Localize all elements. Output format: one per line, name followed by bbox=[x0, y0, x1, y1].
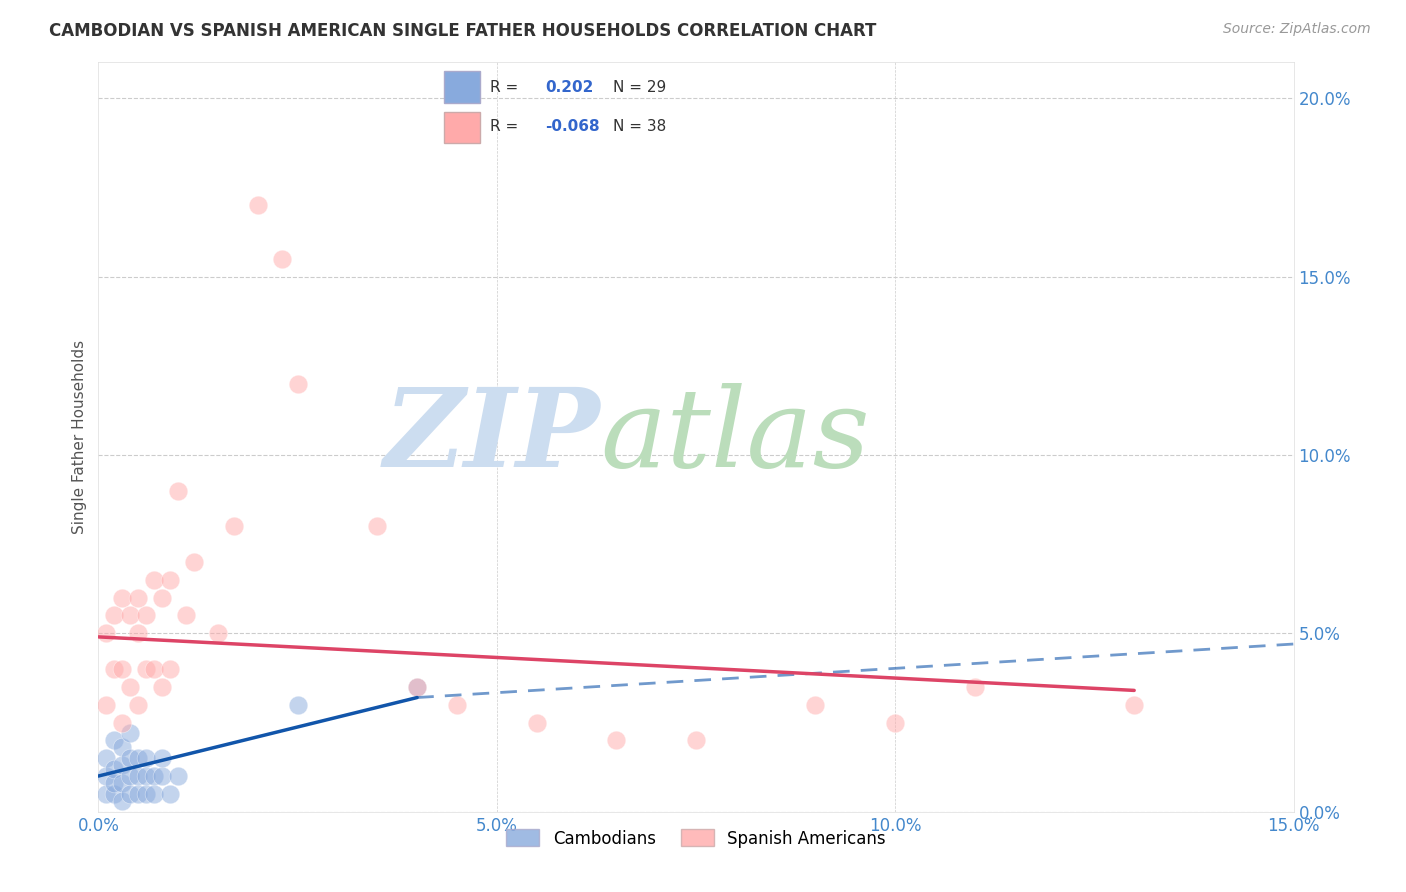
Point bbox=[135, 751, 157, 765]
Point bbox=[120, 608, 142, 623]
Point bbox=[103, 762, 125, 776]
Point bbox=[96, 751, 118, 765]
Point bbox=[127, 751, 149, 765]
Point bbox=[884, 715, 907, 730]
Point bbox=[103, 733, 125, 747]
Point bbox=[270, 252, 292, 266]
Point bbox=[96, 626, 118, 640]
Point bbox=[174, 608, 197, 623]
Point bbox=[120, 751, 142, 765]
Point bbox=[150, 751, 173, 765]
Point bbox=[150, 769, 173, 783]
Point bbox=[111, 715, 134, 730]
Point bbox=[135, 787, 157, 801]
Point bbox=[120, 726, 142, 740]
Point bbox=[246, 198, 269, 212]
Point bbox=[143, 787, 166, 801]
Point bbox=[143, 573, 166, 587]
Point bbox=[605, 733, 627, 747]
FancyBboxPatch shape bbox=[444, 112, 479, 143]
Point bbox=[127, 626, 149, 640]
Point bbox=[406, 680, 429, 694]
Point bbox=[183, 555, 205, 569]
Point bbox=[127, 698, 149, 712]
Point bbox=[96, 698, 118, 712]
FancyBboxPatch shape bbox=[444, 71, 479, 103]
Point bbox=[159, 573, 181, 587]
Point bbox=[111, 758, 134, 772]
Point bbox=[111, 591, 134, 605]
Point bbox=[366, 519, 388, 533]
Point bbox=[103, 662, 125, 676]
Point bbox=[111, 776, 134, 790]
Text: N = 38: N = 38 bbox=[613, 120, 666, 134]
Point bbox=[120, 787, 142, 801]
Text: R =: R = bbox=[491, 80, 519, 95]
Text: Source: ZipAtlas.com: Source: ZipAtlas.com bbox=[1223, 22, 1371, 37]
Point bbox=[167, 483, 190, 498]
Point bbox=[120, 769, 142, 783]
Point bbox=[150, 591, 173, 605]
Point bbox=[143, 662, 166, 676]
Point bbox=[685, 733, 707, 747]
Point bbox=[159, 787, 181, 801]
Point bbox=[127, 769, 149, 783]
Point bbox=[963, 680, 986, 694]
Point bbox=[143, 769, 166, 783]
Point bbox=[135, 608, 157, 623]
Text: ZIP: ZIP bbox=[384, 384, 600, 491]
Point bbox=[1123, 698, 1146, 712]
Point bbox=[287, 376, 309, 391]
Y-axis label: Single Father Households: Single Father Households bbox=[72, 340, 87, 534]
Point bbox=[446, 698, 468, 712]
Point bbox=[96, 787, 118, 801]
Point bbox=[103, 776, 125, 790]
Point bbox=[96, 769, 118, 783]
Point bbox=[159, 662, 181, 676]
Text: atlas: atlas bbox=[600, 384, 870, 491]
Text: CAMBODIAN VS SPANISH AMERICAN SINGLE FATHER HOUSEHOLDS CORRELATION CHART: CAMBODIAN VS SPANISH AMERICAN SINGLE FAT… bbox=[49, 22, 876, 40]
Point bbox=[207, 626, 229, 640]
Point bbox=[804, 698, 827, 712]
Text: N = 29: N = 29 bbox=[613, 80, 666, 95]
Point bbox=[406, 680, 429, 694]
Point bbox=[287, 698, 309, 712]
Point bbox=[526, 715, 548, 730]
Point bbox=[111, 740, 134, 755]
Point bbox=[111, 794, 134, 808]
Point bbox=[103, 608, 125, 623]
Point bbox=[111, 662, 134, 676]
Point bbox=[222, 519, 245, 533]
Text: 0.202: 0.202 bbox=[546, 80, 593, 95]
Point bbox=[120, 680, 142, 694]
Point bbox=[103, 787, 125, 801]
Point bbox=[167, 769, 190, 783]
Point bbox=[135, 662, 157, 676]
Point bbox=[135, 769, 157, 783]
Text: -0.068: -0.068 bbox=[546, 120, 600, 134]
Point bbox=[127, 591, 149, 605]
Legend: Cambodians, Spanish Americans: Cambodians, Spanish Americans bbox=[498, 821, 894, 855]
Point bbox=[127, 787, 149, 801]
Point bbox=[150, 680, 173, 694]
Text: R =: R = bbox=[491, 120, 519, 134]
